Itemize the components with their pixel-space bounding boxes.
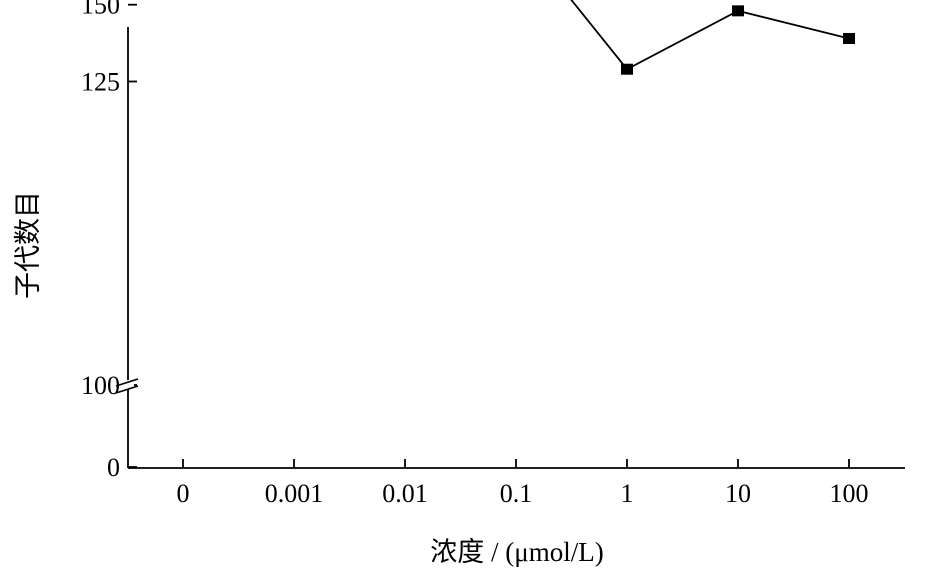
x-tick-label: 1 bbox=[621, 479, 634, 508]
x-tick-label: 100 bbox=[830, 479, 869, 508]
y-tick-label: 150 bbox=[81, 0, 120, 20]
series-line bbox=[570, 0, 850, 71]
x-axis-title: 浓度 / (μmol/L) bbox=[430, 537, 603, 567]
y-axis-break-mark bbox=[115, 378, 139, 387]
x-tick-label: 0.001 bbox=[265, 479, 324, 508]
y-axis-break-mark bbox=[115, 385, 139, 394]
x-tick-label: 0.01 bbox=[382, 479, 428, 508]
y-axis-title: 子代数目 bbox=[13, 191, 43, 299]
series-layer bbox=[570, 0, 855, 75]
x-tick-label: 0 bbox=[177, 479, 190, 508]
y-tick-label: 100 bbox=[81, 371, 120, 400]
data-point bbox=[621, 63, 633, 75]
y-tick-label: 0 bbox=[107, 453, 120, 482]
x-tick-label: 10 bbox=[725, 479, 751, 508]
data-point bbox=[843, 32, 855, 44]
y-tick-label: 125 bbox=[81, 68, 120, 97]
data-point bbox=[732, 5, 744, 17]
y-axis-break-gap bbox=[122, 380, 134, 389]
x-tick-label: 0.1 bbox=[500, 479, 533, 508]
